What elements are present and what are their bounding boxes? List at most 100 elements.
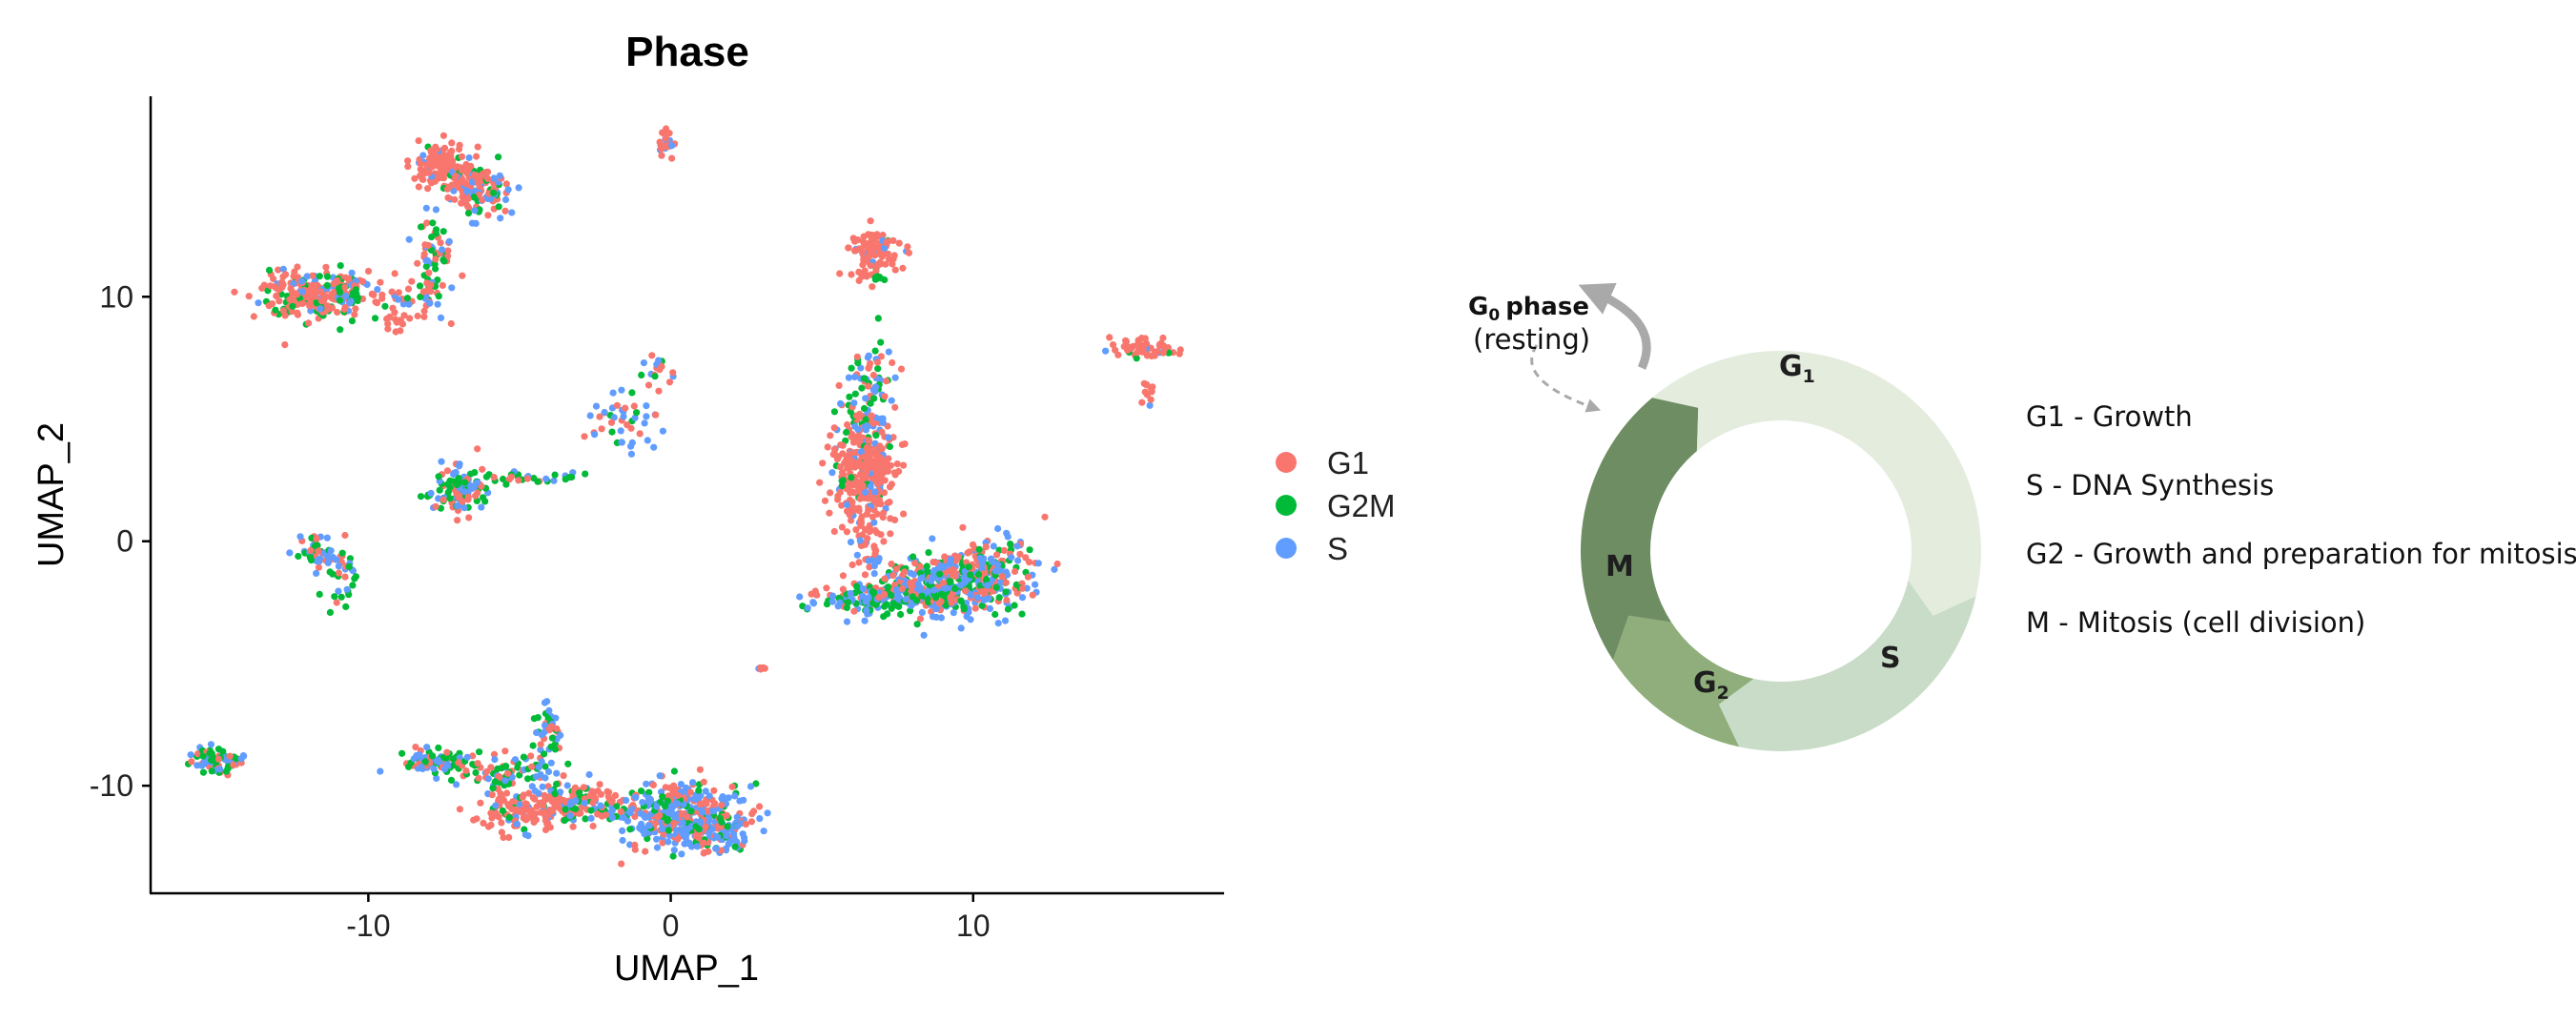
point-g2m xyxy=(582,815,589,823)
point-g1 xyxy=(448,139,456,147)
point-s xyxy=(423,744,431,751)
point-s xyxy=(990,542,997,550)
point-g1 xyxy=(501,207,509,215)
point-g1 xyxy=(406,315,414,322)
point-s xyxy=(929,535,936,542)
point-g1 xyxy=(315,563,322,571)
point-s xyxy=(552,714,560,722)
point-g2m xyxy=(978,602,986,609)
point-g2m xyxy=(854,359,862,367)
point-g1 xyxy=(444,194,452,201)
point-g1 xyxy=(571,784,580,791)
point-s xyxy=(756,815,764,823)
point-s xyxy=(421,295,429,302)
point-s xyxy=(843,618,851,625)
point-s xyxy=(659,427,667,435)
point-s xyxy=(658,825,666,833)
point-s xyxy=(1146,401,1154,409)
point-s xyxy=(725,794,732,802)
point-g1 xyxy=(852,526,860,534)
point-g2m xyxy=(436,486,443,494)
point-g2m xyxy=(199,768,207,776)
cycle-legend-m: M - Mitosis (cell division) xyxy=(2026,606,2366,639)
point-g1 xyxy=(397,327,404,335)
point-g2m xyxy=(1004,605,1012,613)
point-s xyxy=(760,828,767,835)
chart-title: Phase xyxy=(625,29,749,75)
point-g2m xyxy=(472,768,480,777)
point-g2m xyxy=(995,594,1003,602)
point-g1 xyxy=(309,272,317,279)
point-g1 xyxy=(845,244,852,252)
point-s xyxy=(618,386,625,394)
point-s xyxy=(432,206,440,214)
point-g1 xyxy=(839,585,848,593)
point-g2m xyxy=(564,760,572,767)
point-s xyxy=(508,209,516,216)
cycle-label-m: M xyxy=(1605,550,1634,583)
point-g1 xyxy=(898,440,907,448)
point-g1 xyxy=(1016,550,1024,558)
point-g1 xyxy=(596,413,603,420)
point-s xyxy=(796,593,804,601)
point-g2m xyxy=(1165,349,1173,357)
point-g1 xyxy=(655,387,663,395)
point-g1 xyxy=(889,236,897,244)
point-s xyxy=(374,286,381,294)
point-s xyxy=(631,414,639,421)
point-g2m xyxy=(548,734,557,742)
point-g1 xyxy=(404,285,413,293)
point-s xyxy=(504,186,512,194)
point-g1 xyxy=(273,292,280,299)
point-g1 xyxy=(747,818,756,826)
point-g1 xyxy=(630,402,638,410)
point-s xyxy=(207,741,215,748)
point-g2m xyxy=(870,395,878,402)
point-g1 xyxy=(613,401,622,409)
point-g1 xyxy=(477,799,484,807)
point-g2m xyxy=(464,210,473,217)
point-g2m xyxy=(626,826,634,833)
point-s xyxy=(850,373,859,380)
point-s xyxy=(550,477,558,484)
point-s xyxy=(587,814,595,823)
point-s xyxy=(809,600,818,607)
point-s xyxy=(433,774,440,783)
point-g1 xyxy=(1025,559,1033,566)
point-g2m xyxy=(638,787,645,795)
point-s xyxy=(1013,542,1021,550)
point-g2m xyxy=(895,603,903,610)
point-g1 xyxy=(982,543,990,551)
cycle-ring xyxy=(1580,350,1981,751)
point-g1 xyxy=(916,615,925,623)
point-s xyxy=(592,402,601,410)
point-s xyxy=(705,792,713,800)
point-s xyxy=(286,549,294,557)
point-s xyxy=(426,299,434,307)
point-g1 xyxy=(839,572,848,580)
point-g1 xyxy=(879,232,887,239)
point-g1 xyxy=(1053,560,1061,568)
point-s xyxy=(937,614,946,622)
point-g1 xyxy=(1176,346,1184,354)
point-g1 xyxy=(480,819,487,828)
point-s xyxy=(857,364,865,372)
point-g2m xyxy=(432,265,440,273)
cycle-legend-g2: G2 - Growth and preparation for mitosis xyxy=(2026,538,2576,570)
point-s xyxy=(279,265,287,273)
point-g2m xyxy=(848,474,855,481)
point-g1 xyxy=(659,839,666,847)
point-g2m xyxy=(381,302,389,310)
point-g2m xyxy=(500,475,507,483)
point-s xyxy=(828,592,837,600)
point-g1 xyxy=(498,828,506,836)
point-s xyxy=(847,589,854,598)
point-g1 xyxy=(881,477,889,484)
point-g1 xyxy=(458,153,466,160)
point-g1 xyxy=(866,563,873,571)
point-g1 xyxy=(895,239,903,247)
point-s xyxy=(528,783,536,790)
point-g1 xyxy=(368,290,376,297)
